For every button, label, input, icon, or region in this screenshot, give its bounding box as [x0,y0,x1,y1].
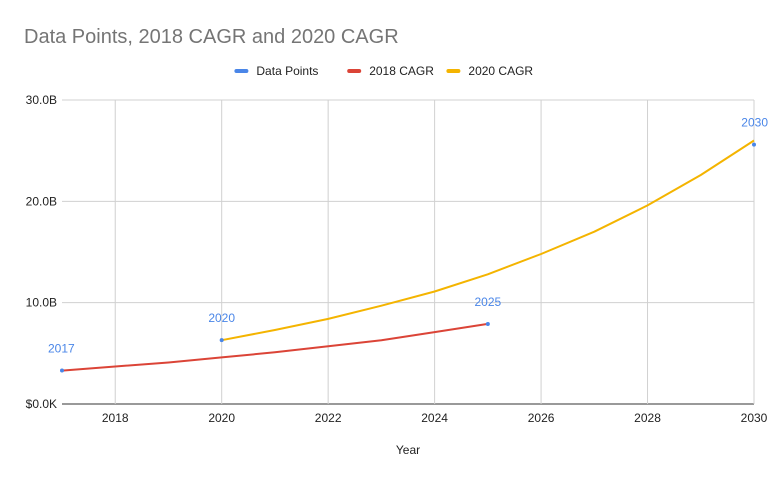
legend-label: Data Points [256,64,318,78]
legend-swatch [446,69,461,73]
y-tick-label: $0.0K [26,397,57,411]
gridlines [62,99,755,405]
data-point-label: 2030 [741,116,768,130]
data-point [60,368,64,373]
data-point [219,338,224,343]
legend-label: 2018 CAGR [369,64,434,78]
legend: Data Points 2018 CAGR 2020 CAGR [234,64,533,78]
2020-cagr-line [221,139,755,342]
legend-label: 2020 CAGR [468,64,533,78]
x-tick-label: 2028 [634,411,661,425]
x-axis-title: Year [396,443,420,457]
legend-swatch [234,69,249,73]
y-tick-label: 10.0B [26,296,57,310]
y-tick-label: 30.0B [26,93,57,107]
data-point-label: 2025 [474,295,501,309]
data-point-label: 2017 [48,342,75,356]
data-points: 2017 2020 2025 2030 [48,116,768,373]
series-lines [61,139,755,372]
x-tick-label: 2026 [528,411,555,425]
data-point [485,321,490,326]
data-point-label: 2020 [208,311,235,325]
2018-cagr-line [61,322,488,372]
y-axis-ticks: $0.0K 10.0B 20.0B 30.0B [26,93,57,411]
x-tick-label: 2020 [208,411,235,425]
x-tick-label: 2030 [741,411,768,425]
x-tick-label: 2024 [421,411,448,425]
data-point [752,142,756,147]
x-tick-label: 2018 [102,411,129,425]
x-axis-ticks: 2018 2020 2022 2024 2026 2028 2030 [102,411,768,425]
y-tick-label: 20.0B [26,194,57,208]
legend-swatch [347,69,362,73]
x-tick-label: 2022 [315,411,342,425]
chart-title: Data Points, 2018 CAGR and 2020 CAGR [24,26,399,48]
